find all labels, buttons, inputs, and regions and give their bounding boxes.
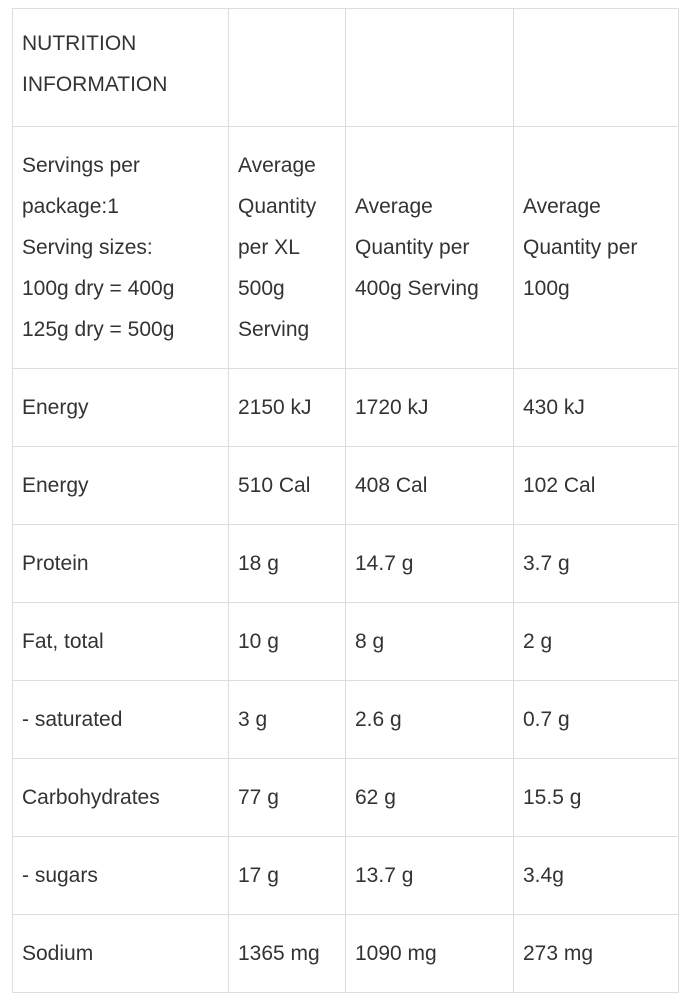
table-cell: Energy xyxy=(12,368,229,447)
cell-line: Servings per package:1 xyxy=(22,154,140,218)
table-cell: Carbohydrates xyxy=(12,758,229,837)
table-cell: 18 g xyxy=(228,524,346,603)
table-cell: Sodium xyxy=(12,914,229,993)
table-body: NUTRITION INFORMATION Servings per packag… xyxy=(12,8,679,993)
table-cell: 77 g xyxy=(228,758,346,837)
table-cell: 408 Cal xyxy=(345,446,514,525)
table-cell: 2 g xyxy=(513,602,679,681)
table-row: Energy 2150 kJ 1720 kJ 430 kJ xyxy=(12,368,679,447)
table-cell: 102 Cal xyxy=(513,446,679,525)
table-row: NUTRITION INFORMATION xyxy=(12,8,679,127)
table-cell: 8 g xyxy=(345,602,514,681)
table-cell: NUTRITION INFORMATION xyxy=(12,8,229,127)
table-cell: 510 Cal xyxy=(228,446,346,525)
table-cell: Servings per package:1 Serving sizes: 100g… xyxy=(12,126,229,369)
table-cell: Energy xyxy=(12,446,229,525)
table-cell: Fat, total xyxy=(12,602,229,681)
table-row: Energy 510 Cal 408 Cal 102 Cal xyxy=(12,446,679,525)
table-row: Protein 18 g 14.7 g 3.7 g xyxy=(12,524,679,603)
table-cell: Average Quantity per 400g Serving xyxy=(345,126,514,369)
cell-line: 100g dry = 400g xyxy=(22,277,175,300)
table-cell: 15.5 g xyxy=(513,758,679,837)
table-cell: 1090 mg xyxy=(345,914,514,993)
cell-line: 125g dry = 500g xyxy=(22,318,175,341)
table-cell: 2.6 g xyxy=(345,680,514,759)
table-row: Servings per package:1 Serving sizes: 100g… xyxy=(12,126,679,369)
table-row: Sodium 1365 mg 1090 mg 273 mg xyxy=(12,914,679,993)
table-cell: Protein xyxy=(12,524,229,603)
table-row: Carbohydrates 77 g 62 g 15.5 g xyxy=(12,758,679,837)
table-cell: Average Quantity per 100g xyxy=(513,126,679,369)
table-cell: 2150 kJ xyxy=(228,368,346,447)
table-cell: 3.4g xyxy=(513,836,679,915)
table-cell: Average Quantity per XL 500g Serving xyxy=(228,126,346,369)
cell-line: Serving sizes: xyxy=(22,236,153,259)
table-row: - saturated 3 g 2.6 g 0.7 g xyxy=(12,680,679,759)
table-cell xyxy=(228,8,346,127)
table-cell: 0.7 g xyxy=(513,680,679,759)
table-cell: 1720 kJ xyxy=(345,368,514,447)
table-cell: 10 g xyxy=(228,602,346,681)
table-cell: 3.7 g xyxy=(513,524,679,603)
table-cell: 17 g xyxy=(228,836,346,915)
nutrition-table: NUTRITION INFORMATION Servings per packag… xyxy=(12,8,679,993)
table-cell: 273 mg xyxy=(513,914,679,993)
table-cell: 1365 mg xyxy=(228,914,346,993)
table-cell: 13.7 g xyxy=(345,836,514,915)
table-cell: 14.7 g xyxy=(345,524,514,603)
table-cell: - sugars xyxy=(12,836,229,915)
table-cell xyxy=(345,8,514,127)
table-cell: 430 kJ xyxy=(513,368,679,447)
table-cell xyxy=(513,8,679,127)
table-cell: - saturated xyxy=(12,680,229,759)
table-cell: 62 g xyxy=(345,758,514,837)
table-row: - sugars 17 g 13.7 g 3.4g xyxy=(12,836,679,915)
table-cell: 3 g xyxy=(228,680,346,759)
